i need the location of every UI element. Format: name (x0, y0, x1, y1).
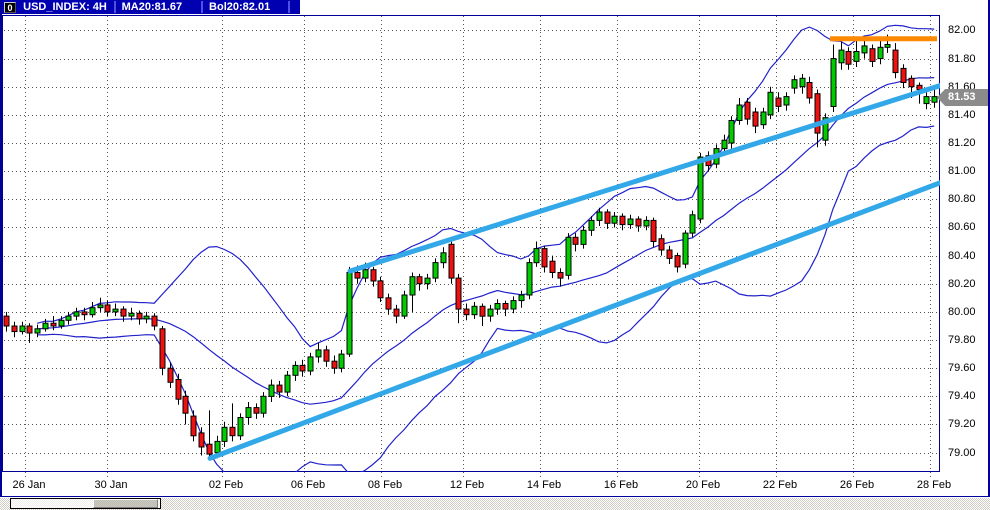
price-tick-label: 81.40 (948, 109, 976, 121)
price-tick-label: 82.00 (948, 24, 976, 36)
price-tick-label: 79.60 (948, 362, 976, 374)
date-axis-divider (0, 496, 990, 497)
scrollbar-thumb[interactable] (93, 499, 158, 508)
date-tick-label: 22 Feb (762, 479, 798, 491)
date-tick-label: 14 Feb (526, 479, 562, 491)
channel-trendline[interactable] (207, 180, 941, 461)
date-tick-label: 12 Feb (449, 479, 485, 491)
chart-title: USD_INDEX: 4H (23, 1, 107, 13)
channel-trendline[interactable] (347, 82, 941, 274)
date-tick-label: 16 Feb (603, 479, 639, 491)
price-tick-label: 79.80 (948, 334, 976, 346)
price-tick-label: 81.20 (948, 137, 976, 149)
date-tick-label: 08 Feb (367, 479, 403, 491)
trendlines-layer[interactable] (207, 36, 941, 461)
window-icon[interactable]: 0 (4, 1, 17, 13)
titlebar: 0 USD_INDEX: 4H MA20:81.67 Bol20:82.01 (2, 0, 300, 14)
date-tick-label: 02 Feb (208, 479, 244, 491)
titlebar-separator (201, 1, 204, 13)
titlebar-separator (113, 1, 116, 13)
scrollbar-track[interactable] (10, 498, 161, 509)
date-tick-label: 30 Jan (94, 479, 128, 491)
date-tick-label: 20 Feb (685, 479, 721, 491)
date-tick-label: 06 Feb (290, 479, 326, 491)
price-tick-label: 81.00 (948, 165, 976, 177)
last-price-badge: 81.53 (937, 89, 988, 106)
price-tick-label: 79.20 (948, 418, 976, 430)
date-tick-label: 26 Jan (12, 479, 46, 491)
date-tick-label: 28 Feb (916, 479, 952, 491)
titlebar-separator (288, 1, 291, 13)
scrollbar-strip (0, 498, 990, 510)
price-tick-label: 79.40 (948, 390, 976, 402)
window-frame-right (988, 0, 990, 497)
window-frame-left (0, 0, 2, 497)
price-tick-label: 80.60 (948, 221, 976, 233)
date-tick-label: 26 Feb (839, 479, 875, 491)
gridlines (4, 16, 939, 477)
price-tick-label: 81.80 (948, 53, 976, 65)
bollinger-indicator-label: Bol20:82.01 (209, 1, 271, 13)
price-tick-label: 80.00 (948, 306, 976, 318)
price-tick-label: 79.00 (948, 447, 976, 459)
bollinger-bands (37, 24, 935, 472)
price-tick-label: 80.40 (948, 250, 976, 262)
price-tick-label: 80.80 (948, 193, 976, 205)
candles-layer (3, 34, 938, 460)
ma-indicator-label: MA20:81.67 (121, 1, 183, 13)
price-tick-label: 80.20 (948, 278, 976, 290)
